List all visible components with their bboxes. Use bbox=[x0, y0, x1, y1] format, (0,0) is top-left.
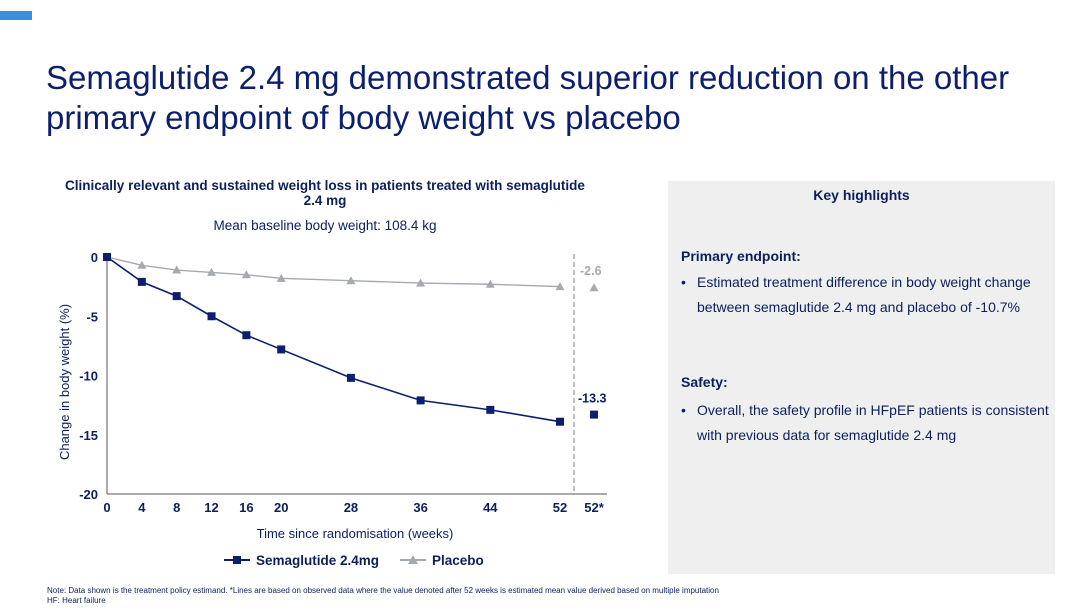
chart-subtitle: Mean baseline body weight: 108.4 kg bbox=[213, 218, 437, 233]
data-point bbox=[207, 312, 216, 321]
accent-bar bbox=[0, 11, 32, 20]
estimate-label: -2.6 bbox=[580, 264, 602, 278]
data-point bbox=[346, 276, 356, 285]
data-point bbox=[137, 277, 146, 286]
x-axis-label: Time since randomisation (weeks) bbox=[257, 526, 454, 541]
x-tick-label: 0 bbox=[103, 500, 110, 515]
data-point bbox=[486, 405, 495, 414]
series-line bbox=[106, 256, 561, 288]
estimate-points: -2.6 -13.3 bbox=[578, 264, 607, 419]
series-line bbox=[106, 256, 561, 423]
data-point bbox=[485, 279, 495, 288]
x-tick-label: 16 bbox=[239, 500, 253, 515]
weight-change-chart: 0 -5 -10 -15 -20 0 4 8 12 16 20 28 36 44 52 52* -2.6 -1… bbox=[57, 250, 607, 568]
bullet-dot: • bbox=[681, 402, 686, 418]
data-point bbox=[172, 265, 182, 274]
safety-text: Overall, the safety profile in HFpEF pat… bbox=[697, 402, 1049, 443]
estimate-point bbox=[589, 283, 599, 292]
y-tick-label: -15 bbox=[79, 428, 98, 443]
y-tick-label: -20 bbox=[79, 487, 98, 502]
x-tick-label: 4 bbox=[138, 500, 146, 515]
x-tick-labels: 0 4 8 12 16 20 28 36 44 52 52* bbox=[103, 500, 604, 515]
series-markers bbox=[102, 252, 565, 426]
legend-label-semaglutide: Semaglutide 2.4mg bbox=[256, 553, 379, 568]
y-axis-label: Change in body weight (%) bbox=[57, 304, 72, 460]
legend: Semaglutide 2.4mg Placebo bbox=[224, 553, 484, 568]
data-point bbox=[556, 417, 564, 426]
y-tick-label: 0 bbox=[91, 250, 98, 265]
estimate-point bbox=[590, 410, 598, 419]
series-lines bbox=[106, 256, 561, 423]
x-tick-label: 8 bbox=[173, 500, 180, 515]
x-tick-label: 52* bbox=[584, 500, 604, 515]
legend-item-placebo: Placebo bbox=[400, 553, 484, 568]
legend-item-semaglutide: Semaglutide 2.4mg bbox=[224, 553, 379, 568]
key-highlights-panel: Key highlights Primary endpoint: • Estim… bbox=[668, 181, 1055, 574]
x-tick-label: 44 bbox=[483, 500, 498, 515]
safety-heading: Safety: bbox=[681, 374, 728, 390]
data-point bbox=[277, 345, 286, 354]
chart-title: Clinically relevant and sustained weight… bbox=[65, 178, 585, 208]
data-point bbox=[137, 260, 147, 269]
data-point bbox=[207, 267, 217, 276]
primary-endpoint-heading: Primary endpoint: bbox=[681, 248, 801, 264]
x-tick-label: 36 bbox=[413, 500, 427, 515]
panel-title: Key highlights bbox=[813, 187, 910, 203]
x-tick-label: 52 bbox=[553, 500, 567, 515]
data-point bbox=[416, 396, 425, 405]
bullet-dot: • bbox=[681, 274, 686, 290]
footnote-note: Note: Data shown is the treatment policy… bbox=[47, 586, 719, 595]
y-tick-label: -10 bbox=[79, 369, 98, 384]
x-tick-label: 28 bbox=[344, 500, 358, 515]
y-tick-label: -5 bbox=[86, 309, 98, 324]
data-point bbox=[555, 282, 565, 291]
data-point bbox=[242, 331, 251, 340]
legend-label-placebo: Placebo bbox=[432, 553, 484, 568]
data-point bbox=[276, 273, 286, 282]
data-point bbox=[172, 292, 181, 301]
slide-title: Semaglutide 2.4 mg demonstrated superior… bbox=[46, 59, 1010, 136]
data-point bbox=[241, 270, 251, 279]
x-tick-label: 12 bbox=[204, 500, 218, 515]
primary-endpoint-text: Estimated treatment difference in body w… bbox=[697, 274, 1031, 315]
estimate-label: -13.3 bbox=[578, 392, 607, 406]
y-tick-labels: 0 -5 -10 -15 -20 bbox=[79, 250, 98, 502]
data-point bbox=[103, 253, 111, 261]
footnote-abbrev: HF: Heart failure bbox=[47, 596, 106, 605]
x-tick-label: 20 bbox=[274, 500, 288, 515]
data-point bbox=[346, 373, 355, 382]
data-point bbox=[416, 278, 426, 287]
